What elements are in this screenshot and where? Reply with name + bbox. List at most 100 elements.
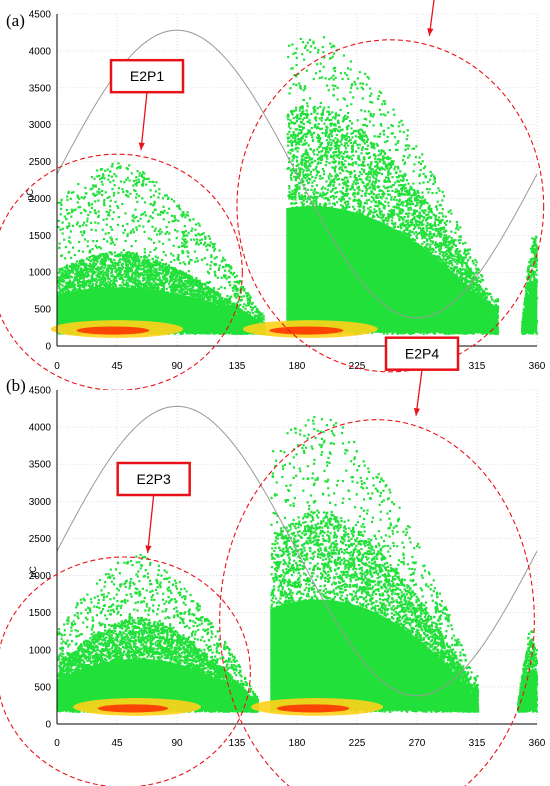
scatter-point	[91, 274, 93, 276]
scatter-point	[125, 179, 127, 181]
scatter-point	[188, 293, 190, 295]
scatter-point	[242, 306, 244, 308]
scatter-point	[131, 245, 133, 247]
scatter-point	[185, 276, 187, 278]
scatter-point	[63, 239, 65, 241]
scatter-point	[178, 254, 180, 256]
scatter-point	[234, 281, 236, 283]
scatter-point	[178, 246, 180, 248]
scatter-point	[204, 236, 206, 238]
scatter-point	[185, 285, 187, 287]
scatter-point	[146, 178, 148, 180]
scatter-point	[63, 275, 65, 277]
scatter-point	[165, 281, 167, 283]
scatter-point	[124, 273, 126, 275]
scatter-point	[145, 184, 147, 186]
scatter-point	[150, 238, 152, 240]
scatter-point	[235, 297, 237, 299]
scatter-point	[140, 214, 142, 216]
scatter-point	[67, 192, 69, 194]
scatter-point	[243, 290, 245, 292]
scatter-point	[103, 267, 105, 269]
scatter-point	[111, 165, 113, 167]
panel-letter: (a)	[6, 11, 25, 30]
scatter-point	[168, 264, 170, 266]
scatter-point	[133, 259, 135, 261]
scatter-point	[226, 278, 228, 280]
scatter-point	[202, 288, 204, 290]
scatter-point	[138, 181, 140, 183]
scatter-point	[139, 283, 141, 285]
scatter-point	[86, 258, 88, 260]
scatter-point	[128, 164, 130, 166]
scatter-point	[154, 185, 156, 187]
scatter-point	[123, 181, 125, 183]
scatter-point	[203, 243, 205, 245]
scatter-point	[121, 188, 123, 190]
scatter-point	[107, 179, 109, 181]
scatter-point	[243, 303, 245, 305]
scatter-point	[153, 242, 155, 244]
scatter-point	[171, 198, 173, 200]
scatter-point	[57, 226, 59, 228]
scatter-point	[245, 308, 247, 310]
scatter-point	[121, 274, 123, 276]
scatter-point	[114, 184, 116, 186]
scatter-point	[232, 290, 234, 292]
scatter-point	[100, 273, 102, 275]
scatter-point	[148, 220, 150, 222]
scatter-point	[210, 288, 212, 290]
scatter-point	[118, 216, 120, 218]
scatter-point	[189, 259, 191, 261]
scatter-point	[208, 235, 210, 237]
scatter-point	[140, 218, 142, 220]
scatter-point	[66, 270, 68, 272]
scatter-point	[125, 240, 127, 242]
scatter-point	[120, 252, 122, 254]
scatter-point	[68, 251, 70, 253]
scatter-point	[85, 224, 87, 226]
scatter-point	[134, 209, 136, 211]
scatter-point	[228, 265, 230, 267]
scatter-point	[121, 264, 123, 266]
scatter-point	[113, 192, 115, 194]
scatter-point	[66, 266, 68, 268]
scatter-point	[89, 268, 91, 270]
scatter-point	[116, 205, 118, 207]
scatter-point	[192, 285, 194, 287]
scatter-point	[136, 229, 138, 231]
scatter-point	[137, 170, 139, 172]
scatter-point	[207, 271, 209, 273]
scatter-point	[68, 236, 70, 238]
scatter-point	[82, 251, 84, 253]
scatter-point	[197, 280, 199, 282]
scatter-point	[201, 290, 203, 292]
scatter-point	[83, 197, 85, 199]
scatter-point	[58, 268, 60, 270]
scatter-point	[141, 197, 143, 199]
scatter-point	[149, 181, 151, 183]
scatter-point	[184, 225, 186, 227]
scatter-point	[71, 192, 73, 194]
scatter-point	[94, 271, 96, 273]
scatter-point	[119, 167, 121, 169]
scatter-point	[182, 285, 184, 287]
scatter-point	[71, 264, 73, 266]
scatter-point	[149, 284, 151, 286]
scatter-point	[206, 281, 208, 283]
scatter-point	[134, 265, 136, 267]
scatter-point	[132, 228, 134, 230]
scatter-point	[196, 238, 198, 240]
scatter-point	[116, 280, 118, 282]
scatter-point	[108, 232, 110, 234]
scatter-point	[193, 283, 195, 285]
scatter-point	[103, 238, 105, 240]
scatter-point	[78, 250, 80, 252]
scatter-point	[256, 308, 258, 310]
scatter-point	[84, 187, 86, 189]
scatter-point	[199, 225, 201, 227]
scatter-point	[102, 229, 104, 231]
scatter-point	[176, 237, 178, 239]
scatter-point	[192, 218, 194, 220]
scatter-point	[86, 220, 88, 222]
